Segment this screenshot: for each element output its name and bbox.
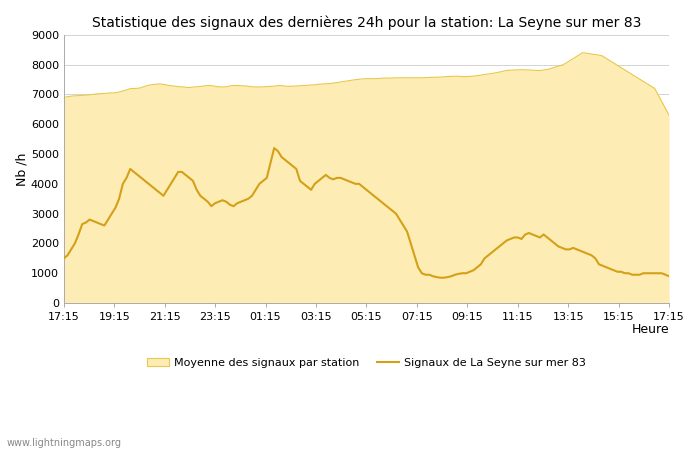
Text: www.lightningmaps.org: www.lightningmaps.org [7, 438, 122, 448]
Legend: Moyenne des signaux par station, Signaux de La Seyne sur mer 83: Moyenne des signaux par station, Signaux… [142, 354, 591, 373]
X-axis label: Heure: Heure [631, 324, 669, 337]
Y-axis label: Nb /h: Nb /h [15, 152, 28, 185]
Title: Statistique des signaux des dernières 24h pour la station: La Seyne sur mer 83: Statistique des signaux des dernières 24… [92, 15, 641, 30]
